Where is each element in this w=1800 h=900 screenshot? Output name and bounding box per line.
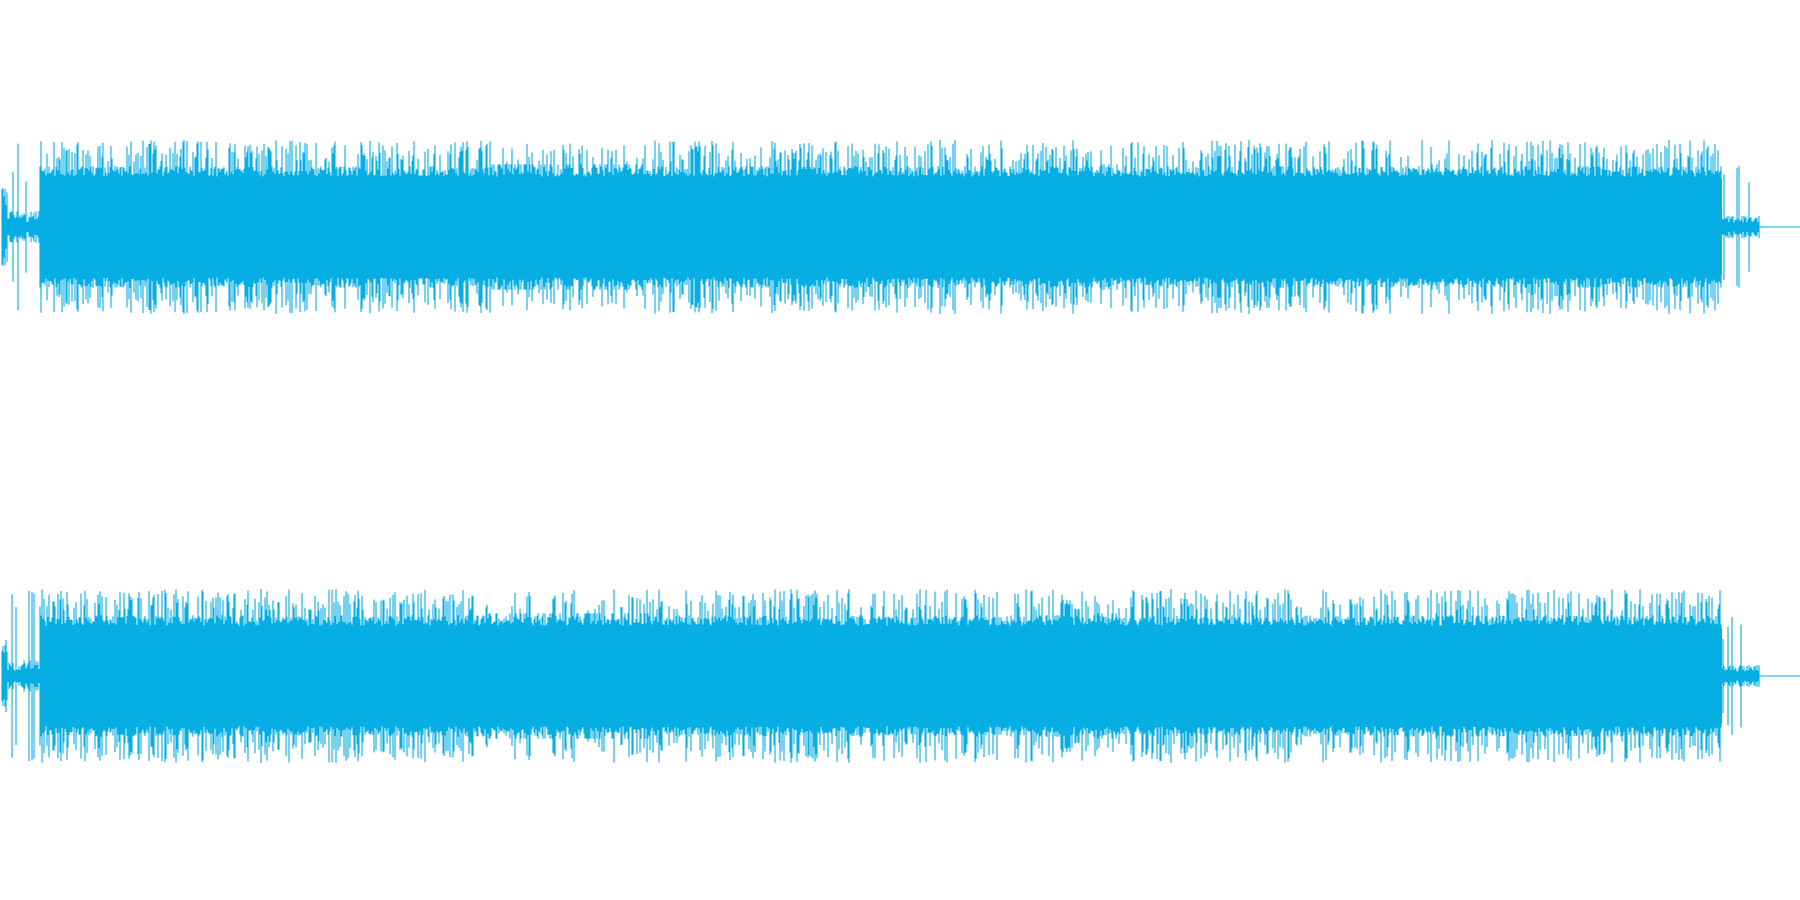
waveform-channel-right bbox=[1, 589, 1800, 763]
waveform-channel-left bbox=[1, 140, 1800, 314]
